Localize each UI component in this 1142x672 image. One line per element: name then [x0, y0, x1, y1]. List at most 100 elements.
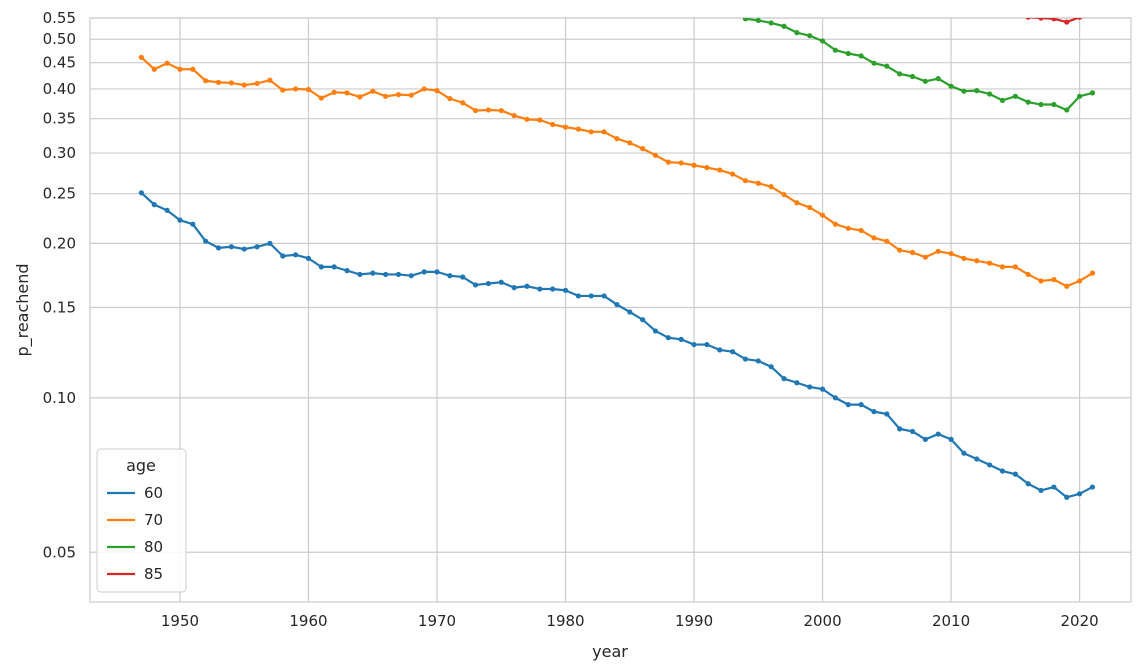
data-point: [575, 126, 581, 132]
data-point: [588, 129, 594, 135]
data-point: [768, 184, 774, 190]
data-point: [344, 90, 350, 96]
data-point: [395, 91, 402, 98]
legend-label: 85: [144, 565, 163, 583]
x-tick-label: 2020: [1060, 612, 1098, 630]
data-point: [511, 285, 517, 291]
plot-border: [89, 17, 1132, 603]
data-point: [948, 251, 954, 257]
data-point: [1025, 18, 1031, 20]
data-point: [511, 112, 517, 119]
x-tick-label: 1990: [675, 612, 713, 630]
data-point: [717, 167, 723, 173]
data-point: [280, 253, 286, 259]
data-point: [203, 78, 209, 84]
x-axis-ticks: 1950 1960 1970 1980 1990 2000 2010 2020: [161, 612, 1099, 630]
data-point: [370, 270, 376, 276]
data-point: [691, 162, 697, 168]
data-point: [1089, 484, 1096, 490]
data-point: [845, 225, 851, 231]
data-point: [819, 38, 826, 44]
x-tick-label: 1950: [161, 612, 199, 630]
data-point: [935, 248, 941, 254]
legend-label: 70: [144, 511, 163, 529]
data-point: [460, 100, 466, 106]
data-point: [408, 92, 414, 98]
data-point: [203, 238, 209, 244]
data-point: [909, 428, 916, 435]
series-60: [138, 190, 1096, 500]
data-point: [293, 86, 299, 92]
data-point: [1025, 99, 1031, 105]
data-point: [138, 54, 145, 60]
series-85: [1025, 18, 1083, 25]
y-axis-ticks: 0.05 0.10 0.15 0.20 0.25 0.30 0.35 0.40 0.45 0.50…: [43, 9, 76, 561]
data-point: [1012, 264, 1018, 270]
x-tick-label: 1960: [289, 612, 327, 630]
data-point: [228, 244, 234, 250]
data-point: [987, 260, 993, 266]
data-point: [267, 240, 273, 246]
data-point: [948, 83, 954, 89]
y-tick-label: 0.15: [43, 298, 76, 316]
data-point: [961, 88, 967, 94]
data-point: [884, 238, 890, 244]
data-point: [794, 30, 800, 36]
data-point: [421, 86, 427, 92]
series-70: [138, 54, 1096, 289]
data-point: [215, 245, 222, 251]
data-point: [331, 89, 337, 95]
data-point: [1038, 487, 1044, 494]
data-point: [1038, 18, 1044, 21]
y-tick-label: 0.20: [43, 234, 76, 252]
data-point: [640, 146, 646, 152]
data-point: [1064, 494, 1070, 500]
data-point: [460, 274, 466, 280]
data-point: [601, 293, 607, 299]
data-point: [305, 86, 312, 93]
data-point: [729, 349, 736, 355]
data-point: [807, 384, 813, 390]
data-point: [652, 328, 659, 334]
data-point: [884, 63, 890, 69]
data-point: [562, 124, 569, 130]
data-point: [1051, 101, 1057, 108]
data-point: [742, 356, 749, 362]
data-point: [781, 376, 787, 382]
data-point: [871, 235, 877, 241]
data-point: [1064, 283, 1070, 289]
data-point: [331, 264, 337, 270]
y-tick-label: 0.55: [43, 9, 76, 27]
data-point: [961, 255, 967, 261]
data-point: [935, 431, 941, 437]
data-point: [755, 18, 761, 24]
data-point: [498, 279, 504, 285]
data-point: [871, 409, 877, 415]
data-point: [434, 269, 440, 275]
y-tick-label: 0.35: [43, 110, 76, 128]
data-point: [190, 221, 196, 227]
data-point: [601, 129, 607, 135]
data-point: [472, 107, 479, 114]
data-point: [1051, 18, 1057, 22]
data-point: [858, 227, 864, 234]
data-point: [704, 341, 710, 348]
legend-label: 80: [144, 538, 163, 556]
data-point: [357, 271, 363, 278]
data-point: [151, 66, 157, 72]
data-point: [498, 107, 504, 114]
data-point: [819, 386, 826, 392]
data-point: [472, 282, 479, 288]
data-point: [164, 207, 170, 213]
data-point: [627, 309, 633, 315]
data-point: [884, 411, 890, 417]
data-point: [999, 264, 1006, 270]
data-point: [151, 202, 157, 208]
data-point: [704, 165, 710, 171]
data-point: [562, 287, 569, 293]
x-tick-label: 1970: [418, 612, 456, 630]
data-point: [987, 462, 993, 468]
data-point: [832, 221, 839, 227]
data-point: [665, 159, 671, 165]
data-point: [717, 347, 723, 353]
